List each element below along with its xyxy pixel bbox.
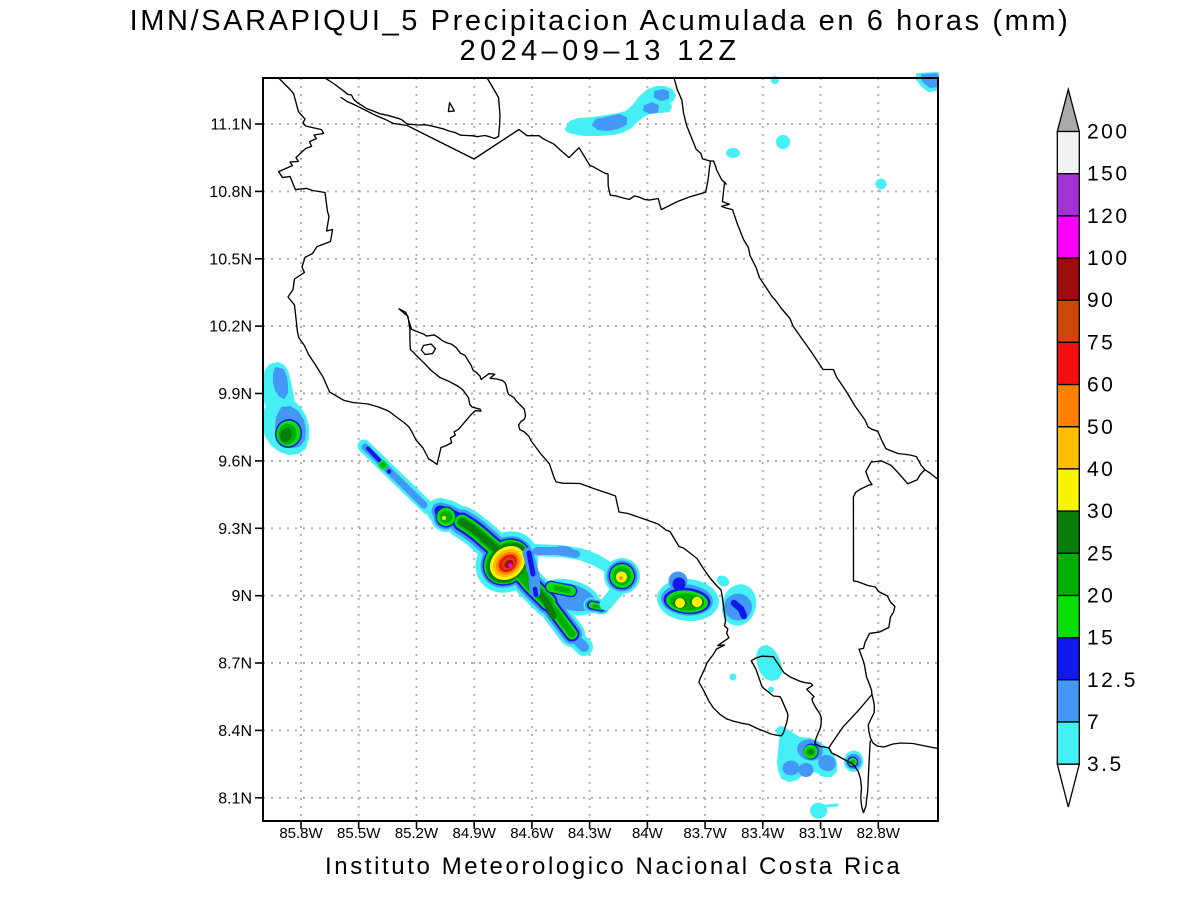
svg-text:25: 25 xyxy=(1087,542,1115,565)
svg-text:40: 40 xyxy=(1087,458,1115,481)
svg-text:20: 20 xyxy=(1087,585,1115,608)
svg-text:150: 150 xyxy=(1087,163,1130,186)
svg-text:85.8W: 85.8W xyxy=(279,825,323,842)
svg-text:120: 120 xyxy=(1087,205,1130,228)
svg-text:200: 200 xyxy=(1087,121,1130,144)
svg-text:10.2N: 10.2N xyxy=(209,319,252,336)
svg-text:2024–09–13 12Z: 2024–09–13 12Z xyxy=(460,35,741,67)
svg-text:8.4N: 8.4N xyxy=(218,723,252,740)
svg-text:83.1W: 83.1W xyxy=(799,825,843,842)
svg-text:84.6W: 84.6W xyxy=(510,825,554,842)
svg-text:10.5N: 10.5N xyxy=(209,251,252,268)
svg-text:82.8W: 82.8W xyxy=(857,825,901,842)
svg-text:9N: 9N xyxy=(232,588,252,605)
svg-text:75: 75 xyxy=(1087,331,1115,354)
svg-text:10.8N: 10.8N xyxy=(209,184,252,201)
svg-text:90: 90 xyxy=(1087,289,1115,312)
svg-text:100: 100 xyxy=(1087,247,1130,270)
svg-text:83.7W: 83.7W xyxy=(683,825,727,842)
svg-text:84.9W: 84.9W xyxy=(453,825,497,842)
svg-text:3.5: 3.5 xyxy=(1087,753,1124,776)
svg-text:IMN/SARAPIQUI_5 Precipitacion: IMN/SARAPIQUI_5 Precipitacion Acumulada … xyxy=(130,5,1071,37)
svg-text:8.7N: 8.7N xyxy=(218,656,252,673)
svg-text:60: 60 xyxy=(1087,374,1115,397)
svg-text:11.1N: 11.1N xyxy=(210,117,252,134)
svg-text:30: 30 xyxy=(1087,500,1115,523)
svg-text:83.4W: 83.4W xyxy=(741,825,785,842)
svg-text:15: 15 xyxy=(1087,627,1115,650)
svg-text:84.3W: 84.3W xyxy=(568,825,612,842)
svg-text:9.9N: 9.9N xyxy=(218,386,252,403)
svg-text:8.1N: 8.1N xyxy=(218,790,252,807)
svg-text:84W: 84W xyxy=(632,825,664,842)
svg-text:Instituto Meteorologico Nacion: Instituto Meteorologico Nacional Costa R… xyxy=(325,853,902,880)
svg-text:7: 7 xyxy=(1087,711,1101,734)
svg-text:12.5: 12.5 xyxy=(1087,669,1138,692)
svg-text:9.6N: 9.6N xyxy=(218,453,252,470)
svg-text:85.5W: 85.5W xyxy=(337,825,381,842)
svg-text:85.2W: 85.2W xyxy=(395,825,439,842)
svg-text:50: 50 xyxy=(1087,416,1115,439)
svg-text:9.3N: 9.3N xyxy=(218,521,252,538)
